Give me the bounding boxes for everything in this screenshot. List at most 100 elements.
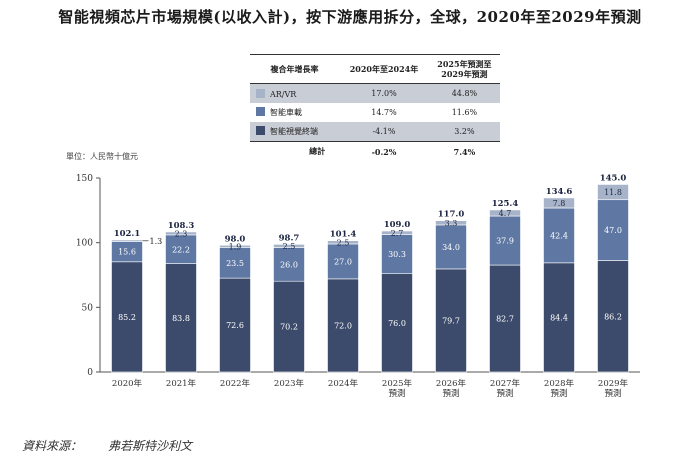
bar-segment-arvr xyxy=(165,231,197,236)
cagr-row-total: 總計 -0.2% 7.4% xyxy=(250,141,500,161)
bar-segment-arvr xyxy=(543,197,575,209)
bar-segment-vehicle xyxy=(597,199,629,261)
total-label: 108.3 xyxy=(168,221,195,231)
source-note: 資料來源： 弗若斯特沙利文 xyxy=(22,437,192,454)
total-label: 125.4 xyxy=(492,199,519,209)
data-label-vehicle: 27.0 xyxy=(334,257,352,266)
x-tick-label: 預測 xyxy=(550,388,567,399)
data-label-arvr: 2.7 xyxy=(391,229,404,238)
bar-segment-arvr xyxy=(489,209,521,217)
data-label-vehicle: 23.5 xyxy=(226,259,244,268)
data-label-terminal: 72.0 xyxy=(334,321,352,330)
cagr-value: 17.0% xyxy=(339,83,429,103)
bar-segment-vehicle xyxy=(381,234,413,275)
total-label: 102.1 xyxy=(114,229,141,239)
bar-segment-arvr xyxy=(327,240,359,245)
total-label: 145.0 xyxy=(600,173,627,183)
bar-segment-terminal xyxy=(435,268,467,373)
bar-segment-arvr xyxy=(597,184,629,201)
source-value: 弗若斯特沙利文 xyxy=(108,439,193,453)
x-tick-label: 2020年 xyxy=(112,378,143,389)
x-tick-label: 預測 xyxy=(388,388,405,399)
total-label: 109.0 xyxy=(384,220,411,230)
cagr-row-arvr: AR/VR 17.0% 44.8% xyxy=(250,83,500,103)
data-label-terminal: 82.7 xyxy=(496,315,514,324)
arvr-legend-swatch xyxy=(256,88,265,98)
cagr-total-label: 總計 xyxy=(250,141,340,161)
data-label-terminal: 84.4 xyxy=(550,313,568,322)
x-tick-label: 2024年 xyxy=(328,378,359,389)
total-label: 98.7 xyxy=(279,233,300,243)
bar-segment-terminal xyxy=(327,278,359,373)
data-label-arvr: 4.7 xyxy=(499,209,512,218)
cagr-value: -4.1% xyxy=(339,122,429,142)
data-label-arvr: 2.5 xyxy=(337,238,350,247)
x-tick-label: 2023年 xyxy=(274,378,305,389)
data-label-vehicle: 37.9 xyxy=(496,237,514,246)
x-tick-label: 2028年 xyxy=(544,378,575,389)
bar-segment-terminal xyxy=(489,264,521,373)
bar-segment-terminal xyxy=(111,261,143,373)
source-label: 資料來源： xyxy=(22,439,83,453)
total-label: 117.0 xyxy=(438,210,465,220)
x-tick-label: 2026年 xyxy=(436,378,467,389)
cagr-table: 複合年增長率 2020年至2024年 2025年預測至 2029年預測 AR/V… xyxy=(250,54,500,161)
total-label: 134.6 xyxy=(546,187,573,197)
cagr-row-label: 智能視覺終端 xyxy=(270,127,318,136)
bar-segment-terminal xyxy=(381,273,413,373)
bar-segment-vehicle xyxy=(327,243,359,280)
x-tick-label: 2022年 xyxy=(220,378,251,389)
x-tick-label: 2029年 xyxy=(598,378,629,389)
bar-segment-arvr xyxy=(435,220,467,226)
cagr-total-value: -0.2% xyxy=(339,141,429,161)
data-label-terminal: 79.7 xyxy=(442,316,460,325)
cagr-row-terminal: 智能視覺終端 -4.1% 3.2% xyxy=(250,122,500,142)
y-tick-label: 100 xyxy=(76,239,93,249)
bar-segment-vehicle xyxy=(435,224,467,270)
bar-segment-vehicle xyxy=(543,207,575,264)
data-label-vehicle: 34.0 xyxy=(442,243,460,252)
cagr-header-label: 複合年增長率 xyxy=(250,54,340,84)
x-tick-label: 預測 xyxy=(442,388,459,399)
data-label-terminal: 86.2 xyxy=(604,312,622,321)
data-label-arvr: 1.9 xyxy=(229,242,242,251)
cagr-row-label: 智能車載 xyxy=(270,108,302,117)
data-label-arvr: 3.3 xyxy=(445,219,458,228)
data-label-arvr: 7.8 xyxy=(553,199,566,208)
bar-segment-vehicle xyxy=(165,234,197,264)
page-title: 智能視頻芯片市場規模(以收入計)，按下游應用拆分，全球，2020年至2029年預… xyxy=(58,8,642,26)
cagr-value: 3.2% xyxy=(428,122,500,142)
data-label-terminal: 72.6 xyxy=(226,321,244,330)
total-label: 101.4 xyxy=(330,230,357,240)
cagr-value: 44.8% xyxy=(428,83,500,103)
bar-segment-vehicle xyxy=(219,247,251,279)
vehicle-legend-swatch xyxy=(256,107,265,116)
cagr-value: 11.6% xyxy=(451,108,478,117)
y-tick-label: 50 xyxy=(82,303,94,313)
data-label-arvr: 2.3 xyxy=(175,229,188,238)
bar-segment-terminal xyxy=(597,260,629,373)
bar-segment-vehicle xyxy=(489,215,521,266)
x-tick-label: 預測 xyxy=(496,388,513,399)
data-label-terminal: 70.2 xyxy=(280,323,298,332)
data-label-terminal: 76.0 xyxy=(388,319,406,328)
bar-segment-terminal xyxy=(165,263,197,373)
x-tick-label: 2027年 xyxy=(490,378,521,389)
data-label-vehicle: 26.0 xyxy=(280,260,298,269)
data-label-vehicle: 42.4 xyxy=(550,231,568,240)
bar-segment-terminal xyxy=(219,277,251,373)
data-label-arvr: 2.5 xyxy=(283,242,296,251)
cagr-value: 14.7% xyxy=(371,108,397,117)
data-label-terminal: 83.8 xyxy=(172,314,190,323)
data-label-arvr: 11.8 xyxy=(604,188,622,197)
bar-segment-arvr xyxy=(381,230,413,235)
y-tick-label: 150 xyxy=(76,174,93,184)
y-tick-label: 0 xyxy=(87,368,93,378)
data-label-vehicle: 22.2 xyxy=(172,245,190,254)
x-tick-label: 2025年 xyxy=(382,378,413,389)
unit-label: 單位：人民幣十億元 xyxy=(66,152,138,161)
cagr-header-2020-2024: 2020年至2024年 xyxy=(339,54,429,84)
bar-segment-vehicle xyxy=(273,247,305,282)
cagr-total-value: 7.4% xyxy=(428,141,500,161)
